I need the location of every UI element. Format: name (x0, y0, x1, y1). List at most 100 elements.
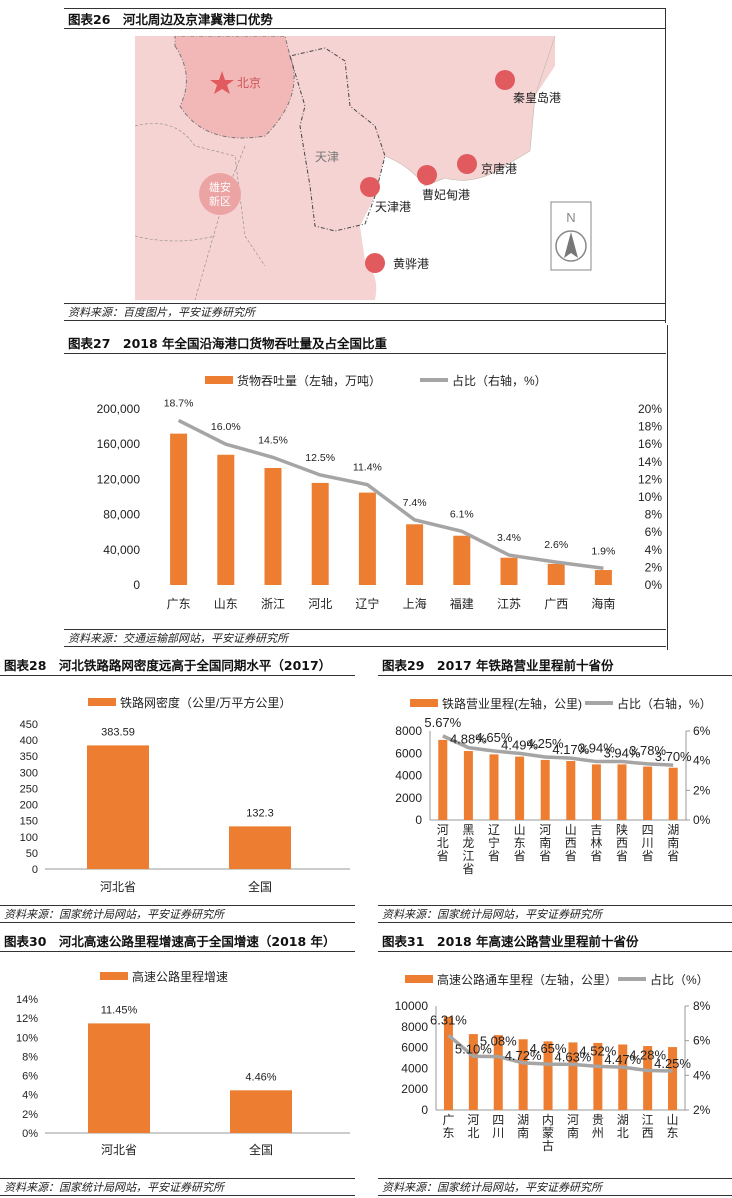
share-line (447, 1033, 673, 1073)
bar (643, 766, 653, 820)
share-line (177, 418, 604, 571)
line-value-label: 3.70% (655, 749, 692, 764)
figure31-title: 图表31 2018 年高速公路营业里程前十省份 (378, 931, 732, 952)
category-label: 辽宁 (355, 596, 379, 611)
y2-tick-label: 20% (638, 402, 662, 416)
line-value-label: 5.10% (455, 1041, 492, 1056)
line-value-label: 18.7% (164, 397, 194, 409)
bar (518, 1039, 528, 1110)
line-value-label: 4.63% (555, 1049, 592, 1064)
category-label: 河北省 (437, 823, 449, 863)
figure27-title: 图表27 2018 年全国沿海港口货物吞吐量及占全国比重 (64, 333, 666, 354)
y-tick-label: 4000 (395, 769, 422, 783)
tianjin-border (289, 47, 386, 232)
category-label: 四川 (492, 1113, 504, 1140)
y2-tick-label: 2% (645, 560, 663, 574)
category-label: 江西 (642, 1113, 654, 1140)
legend-bar-swatch (100, 972, 128, 980)
y-tick-label: 40,000 (103, 543, 140, 557)
bar (568, 1042, 578, 1110)
y2-tick-label: 10% (638, 490, 662, 504)
line-value-label: 3.94% (604, 746, 641, 761)
line-value-label: 6.1% (450, 508, 474, 520)
bar (489, 754, 499, 820)
line-value-label: 1.9% (591, 545, 615, 557)
y-tick-label: 350 (20, 751, 38, 763)
line-value-label: 4.25% (654, 1056, 691, 1071)
category-label: 河北省 (100, 880, 136, 894)
category-label: 河南 (567, 1113, 579, 1140)
beijing-star-icon (210, 71, 234, 94)
category-label: 河北省 (101, 1143, 137, 1157)
figure29-source: 资料来源：国家统计局网站，平安证券研究所 (378, 905, 732, 923)
legend-label: 高速公路通车里程（左轴，公里） (437, 972, 617, 987)
category-label: 湖南省 (667, 822, 679, 863)
label-tianjin: 天津 (315, 150, 339, 164)
bar (617, 764, 627, 820)
bar (540, 759, 550, 820)
y2-tick-label: 6% (645, 525, 663, 539)
line-value-label: 4.88% (450, 732, 487, 747)
y-tick-label: 0% (22, 1128, 38, 1140)
y-tick-label: 12% (16, 1013, 38, 1025)
legend-bar-swatch (88, 698, 116, 706)
y-tick-label: 8000 (395, 724, 422, 738)
y2-tick-label: 12% (638, 472, 662, 486)
xiongan-marker (199, 173, 241, 215)
bar (543, 1041, 553, 1110)
category-label: 湖南 (517, 1112, 529, 1140)
category-label: 全国 (248, 879, 272, 894)
beijing-region (174, 36, 295, 139)
bar (229, 826, 291, 869)
y-tick-label: 250 (20, 783, 38, 795)
y-tick-label: 450 (20, 719, 38, 731)
y2-tick-label: 14% (638, 455, 662, 469)
bar (500, 557, 518, 585)
port-label: 天津港 (375, 200, 411, 214)
line-value-label: 4.17% (552, 742, 589, 757)
y-tick-label: 400 (20, 735, 38, 747)
bar-value-label: 4.46% (245, 1071, 276, 1083)
line-value-label: 4.25% (527, 736, 564, 751)
figure30-title: 图表30 河北高速公路里程增速高于全国增速（2018 年） (0, 931, 355, 952)
y-tick-label: 8000 (401, 1020, 428, 1034)
category-label: 山东省 (514, 823, 526, 863)
y-tick-label: 0 (421, 1103, 428, 1117)
figure27-source: 资料来源：交通运输部网站，平安证券研究所 (64, 629, 666, 647)
label-xiongan-2: 新区 (209, 194, 231, 208)
y-tick-label: 120,000 (97, 472, 141, 486)
compass-label: N (566, 210, 575, 225)
y-tick-label: 6% (22, 1071, 38, 1083)
category-label: 四川省 (642, 823, 654, 863)
bar (668, 1047, 678, 1110)
category-label: 广东 (442, 1113, 454, 1140)
y-tick-label: 2000 (401, 1082, 428, 1096)
category-label: 全国 (249, 1142, 273, 1157)
y2-tick-label: 2% (693, 783, 711, 797)
port-label: 黄骅港 (393, 257, 429, 271)
bar (358, 492, 376, 585)
category-label: 浙江 (261, 597, 285, 611)
y2-tick-label: 8% (693, 999, 711, 1013)
line-value-label: 6.31% (430, 1012, 467, 1027)
bar (217, 454, 235, 585)
figure28-source: 资料来源：国家统计局网站，平安证券研究所 (0, 905, 355, 923)
legend-bar-swatch (405, 975, 433, 983)
y-tick-label: 300 (20, 767, 38, 779)
bar (493, 1035, 503, 1110)
y2-tick-label: 8% (645, 508, 663, 522)
legend-label: 占比（%） (650, 972, 709, 987)
bar (87, 745, 149, 869)
figure26-source: 资料来源：百度图片，平安证券研究所 (64, 303, 666, 321)
y-tick-label: 2% (22, 1109, 38, 1121)
legend-label: 铁路网密度（公里/万平方公里） (120, 695, 291, 710)
y-tick-label: 150 (20, 816, 38, 828)
y2-tick-label: 4% (693, 754, 711, 768)
y-tick-label: 200 (20, 800, 38, 812)
legend-label: 铁路营业里程(左轴，公里) (442, 696, 582, 711)
bar (547, 563, 565, 585)
y-tick-label: 50 (26, 848, 38, 860)
y-tick-label: 200,000 (97, 402, 141, 416)
